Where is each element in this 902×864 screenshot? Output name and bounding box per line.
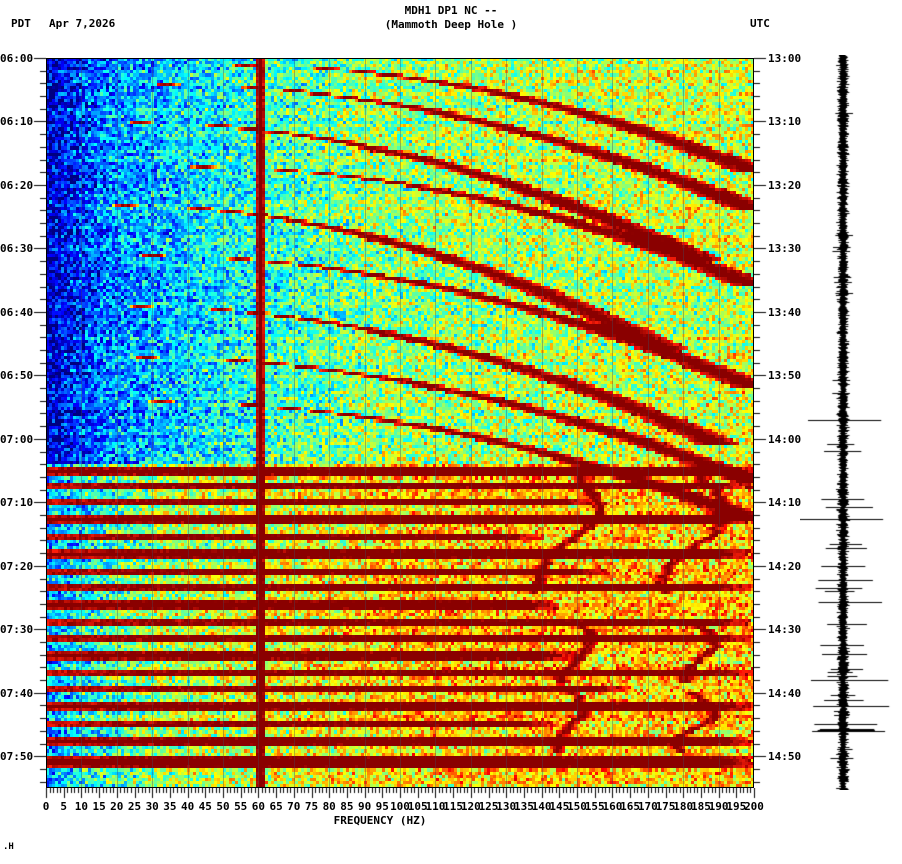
time-tick-label-left: 06:30 (0, 242, 34, 256)
frequency-tick-label: 155 (584, 800, 605, 813)
frequency-tick-label: 180 (673, 800, 694, 813)
time-tick-label-right: 14:30 (768, 623, 802, 637)
frequency-tick-label: 150 (567, 800, 587, 813)
frequency-tick-label: 85 (340, 800, 354, 813)
time-axis-right (754, 40, 800, 800)
frequency-tick-label: 100 (390, 800, 410, 813)
timezone-label-right: UTC (750, 17, 770, 30)
frequency-axis (0, 788, 790, 814)
time-tick-label-right: 14:50 (768, 750, 802, 764)
time-tick-label-right: 14:00 (768, 432, 802, 446)
frequency-tick-label: 60 (251, 800, 266, 813)
frequency-tick-label: 185 (690, 800, 711, 813)
frequency-tick-label: 35 (163, 800, 177, 813)
frequency-tick-label: 95 (375, 800, 389, 813)
time-tick-label-left: 07:30 (0, 623, 34, 637)
frequency-tick-label: 70 (287, 800, 301, 813)
time-tick-label-left: 07:50 (0, 750, 34, 764)
time-tick-label-left: 06:10 (0, 115, 34, 129)
seismogram-panel (800, 55, 902, 790)
time-axis-left (0, 40, 46, 800)
frequency-tick-label: 90 (357, 800, 372, 813)
frequency-tick-label: 45 (198, 800, 212, 813)
seismogram-trace (800, 55, 902, 790)
frequency-tick-label: 105 (407, 800, 428, 813)
frequency-tick-label: 165 (620, 800, 641, 813)
frequency-tick-label: 15 (92, 800, 106, 813)
header-bar: PDT Apr 7,2026 MDH1 DP1 NC -- (Mammoth D… (0, 0, 902, 50)
time-tick-label-left: 06:50 (0, 369, 34, 383)
frequency-tick-label: 135 (513, 800, 534, 813)
time-tick-label-left: 07:40 (0, 686, 34, 700)
frequency-tick-label: 0 (42, 800, 50, 813)
time-tick-label-right: 14:40 (768, 686, 802, 700)
frequency-tick-label: 140 (531, 800, 552, 813)
frequency-axis-title: FREQUENCY (HZ) (333, 814, 427, 827)
frequency-tick-label: 25 (127, 800, 142, 813)
frequency-tick-label: 170 (637, 800, 658, 813)
frequency-tick-label: 175 (655, 800, 676, 813)
spectrogram-image[interactable] (46, 58, 754, 788)
timezone-label-left: PDT (11, 17, 31, 30)
frequency-tick-label: 10 (74, 800, 89, 813)
time-tick-label-right: 13:20 (768, 178, 802, 192)
time-tick-label-left: 07:20 (0, 559, 34, 573)
frequency-tick-label: 145 (549, 800, 570, 813)
time-tick-label-left: 06:40 (0, 305, 34, 319)
frequency-tick-label: 190 (708, 800, 729, 813)
frequency-tick-label: 160 (602, 800, 623, 813)
frequency-tick-label: 110 (425, 800, 446, 813)
time-tick-label-right: 13:00 (768, 52, 802, 65)
spectrogram-plot[interactable] (46, 58, 754, 788)
frequency-tick-label: 125 (478, 800, 499, 813)
time-tick-label-right: 13:30 (768, 242, 802, 256)
frequency-tick-label: 50 (216, 800, 230, 813)
frequency-tick-label: 115 (443, 800, 464, 813)
frequency-tick-label: 55 (234, 800, 248, 813)
time-tick-label-left: 07:00 (0, 432, 34, 446)
frequency-tick-label: 40 (180, 800, 195, 813)
frequency-tick-label: 5 (60, 800, 67, 813)
frequency-tick-label: 75 (304, 800, 319, 813)
frequency-tick-label: 195 (726, 800, 747, 813)
frequency-tick-label: 200 (744, 800, 764, 813)
time-tick-label-left: 07:10 (0, 496, 34, 510)
corner-mark: .H (3, 842, 14, 852)
frequency-tick-label: 20 (110, 800, 124, 813)
time-tick-label-left: 06:00 (0, 52, 34, 65)
time-tick-label-left: 06:20 (0, 178, 34, 192)
time-tick-label-right: 13:10 (768, 115, 802, 129)
frequency-tick-label: 80 (322, 800, 336, 813)
date-label: Apr 7,2026 (49, 17, 116, 30)
page-title: MDH1 DP1 NC -- (404, 4, 498, 17)
time-tick-label-right: 14:10 (768, 496, 802, 510)
page-subtitle: (Mammoth Deep Hole ) (384, 18, 518, 31)
time-tick-label-right: 13:40 (768, 305, 802, 319)
time-tick-label-right: 14:20 (768, 559, 802, 573)
frequency-tick-label: 30 (145, 800, 159, 813)
frequency-tick-label: 65 (269, 800, 283, 813)
frequency-tick-label: 120 (460, 800, 481, 813)
time-tick-label-right: 13:50 (768, 369, 802, 383)
frequency-tick-label: 130 (496, 800, 517, 813)
